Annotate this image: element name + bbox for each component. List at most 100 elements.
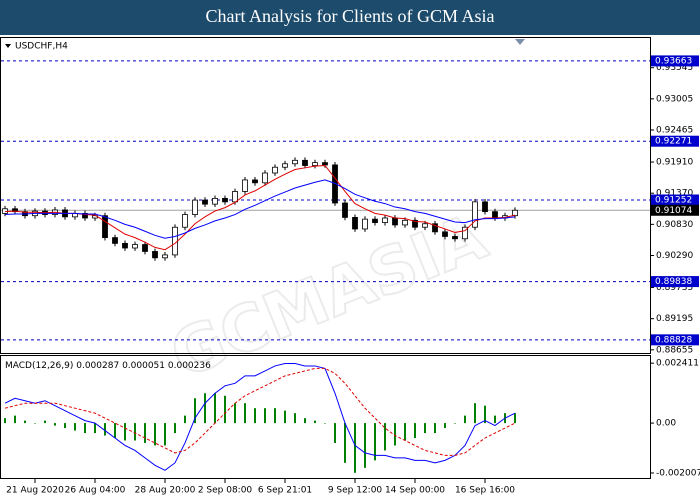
candle-body — [352, 217, 358, 230]
y-tick-label: 0.92465 — [656, 126, 693, 136]
candle-body — [482, 201, 488, 213]
x-tick-label: 9 Sep 12:00 — [328, 486, 383, 496]
candle-body — [322, 162, 328, 166]
candle-body — [312, 162, 318, 166]
histogram-bar — [34, 423, 36, 424]
candle-body — [152, 251, 158, 259]
candle-body — [412, 219, 418, 228]
x-tick-label: 26 Aug 04:00 — [65, 486, 126, 496]
x-tick-label: 14 Sep 00:00 — [385, 486, 445, 496]
histogram-bar — [304, 418, 306, 424]
histogram-bar — [234, 403, 236, 424]
histogram-bar — [374, 423, 376, 461]
histogram-bar — [64, 423, 66, 429]
candle-body — [512, 209, 518, 217]
y-tick-label: 0.91910 — [656, 158, 693, 168]
level-label: 0.93663 — [655, 56, 692, 66]
histogram-bar — [284, 410, 286, 424]
histogram-bar — [24, 420, 26, 424]
histogram-bar — [454, 423, 456, 424]
histogram-bar — [54, 423, 56, 426]
candle-body — [232, 191, 238, 203]
symbol: USDCHF,H4 — [15, 42, 68, 52]
candle-body — [162, 254, 168, 259]
macd-value: 0.000051 — [122, 361, 165, 371]
y-tick-label: 0.90830 — [656, 220, 693, 230]
candle-body — [272, 166, 278, 174]
histogram-bar — [424, 423, 426, 434]
level-box — [651, 55, 699, 67]
candle-body — [82, 212, 88, 219]
histogram-bar — [74, 423, 76, 431]
candle-body — [262, 172, 268, 184]
histogram-bar — [384, 423, 386, 451]
candle-body — [282, 163, 288, 168]
indicator-line — [4, 367, 516, 456]
x-tick-label: 16 Sep 16:00 — [455, 486, 515, 496]
candle-body — [212, 197, 218, 205]
candle-body — [342, 202, 348, 218]
macd-name: MACD(12,26,9) — [5, 361, 73, 371]
candle-body — [382, 217, 388, 224]
macd-value: 0.000236 — [168, 361, 211, 371]
histogram-bar — [154, 423, 156, 446]
candle-body — [392, 217, 398, 226]
histogram-bar — [244, 403, 246, 424]
histogram-bar — [434, 423, 436, 434]
x-tick-label: 28 Aug 20:00 — [135, 486, 196, 496]
histogram-bar — [334, 423, 336, 443]
histogram-bar — [214, 393, 216, 424]
histogram-bar — [194, 398, 196, 424]
y-tick-label: 0.88655 — [656, 345, 693, 355]
y-tick-label: 0.93005 — [656, 94, 693, 104]
candle-body — [362, 218, 368, 230]
candle-body — [132, 244, 138, 249]
histogram-bar — [254, 408, 256, 424]
candle-body — [372, 218, 378, 224]
histogram-bar — [84, 423, 86, 434]
main-panel — [0, 37, 651, 354]
indicator-line — [4, 362, 516, 471]
symbol-marker — [5, 44, 11, 48]
candle-body — [492, 211, 498, 219]
candle-body — [12, 208, 18, 213]
x-tick-label: 6 Sep 21:01 — [258, 486, 312, 496]
level-box — [651, 276, 699, 288]
last-price-label: 0.91074 — [655, 206, 692, 216]
title: Chart Analysis for Clients of GCM Asia — [206, 6, 495, 26]
histogram-bar — [364, 423, 366, 468]
y-tick-label: 0.00 — [656, 419, 676, 429]
candle-body — [202, 199, 208, 205]
histogram-bar — [414, 423, 416, 438]
candle-body — [422, 223, 428, 228]
histogram-bar — [144, 423, 146, 443]
histogram-bar — [464, 415, 466, 424]
y-tick-label: 0.002411 — [656, 359, 699, 369]
histogram-bar — [474, 403, 476, 424]
macd-panel — [0, 355, 651, 479]
histogram-bar — [104, 423, 106, 436]
histogram-bar — [204, 393, 206, 424]
y-tick-label: -0.002007 — [656, 468, 700, 478]
candle-body — [182, 214, 188, 228]
histogram-bar — [354, 423, 356, 473]
histogram-bar — [124, 423, 126, 441]
candle-body — [432, 223, 438, 233]
candle-body — [452, 236, 458, 240]
candle-body — [122, 242, 128, 249]
candle-body — [462, 226, 468, 240]
histogram-bar — [164, 423, 166, 446]
histogram-bar — [4, 418, 6, 424]
histogram-bar — [484, 405, 486, 424]
candle-body — [442, 231, 448, 237]
candle-body — [292, 159, 298, 165]
y-tick-label: 0.89735 — [656, 283, 693, 293]
histogram-bar — [94, 423, 96, 434]
candle-body — [172, 226, 178, 256]
histogram-bar — [294, 413, 296, 424]
indicator-line — [4, 179, 516, 239]
y-tick-label: 0.91370 — [656, 189, 693, 199]
candle-body — [472, 201, 478, 228]
level-box — [651, 135, 699, 147]
